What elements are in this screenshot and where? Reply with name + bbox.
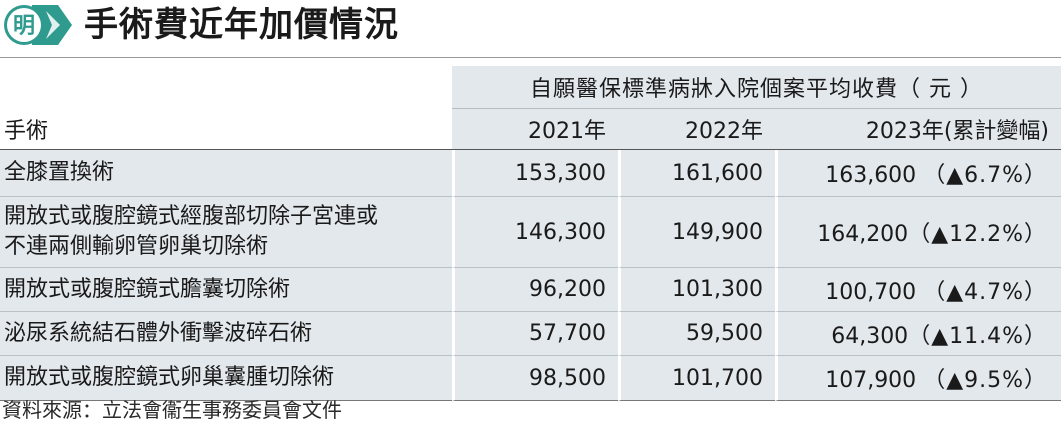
surgery-name: 開放式或腹腔鏡式卵巢囊腫切除術 (0, 356, 452, 401)
cost-2023-value: 64,300 (831, 323, 909, 349)
cost-2023-value: 164,200 (817, 222, 909, 247)
cost-change: （▲9.5%） (923, 368, 1047, 393)
col-header-2021: 2021年 (452, 109, 618, 150)
ming-pao-logo: 明 (2, 3, 74, 47)
cost-2023: 64,300（▲11.4%） (775, 312, 1061, 356)
surgery-name: 開放式或腹腔鏡式膽囊切除術 (0, 268, 452, 312)
surgery-name: 全膝置換術 (0, 150, 452, 197)
cost-2023: 100,700 （▲4.7%） (775, 268, 1061, 312)
cost-2023-value: 107,900 (825, 368, 917, 393)
cost-2023: 163,600 （▲6.7%） (775, 150, 1061, 197)
page-title: 手術費近年加價情況 (84, 5, 399, 45)
cost-2023-value: 163,600 (825, 163, 917, 188)
logo-char: 明 (13, 14, 35, 39)
cost-2021: 153,300 (452, 150, 618, 197)
cost-2023: 107,900 （▲9.5%） (775, 356, 1061, 401)
header: 明 手術費近年加價情況 (0, 0, 1061, 52)
group-header-row: 自願醫保標準病牀入院個案平均收費（ 元 ） (0, 66, 1061, 109)
price-table: 自願醫保標準病牀入院個案平均收費（ 元 ） 手術 2021年 2022年 202… (0, 66, 1061, 401)
cost-2022: 161,600 (618, 150, 775, 197)
surgery-name: 泌尿系統結石體外衝擊波碎石術 (0, 312, 452, 356)
surgery-name: 開放式或腹腔鏡式經腹部切除子宮連或 不連兩側輸卵管卵巢切除術 (0, 197, 452, 268)
cost-2022: 101,700 (618, 356, 775, 401)
cost-2022: 101,300 (618, 268, 775, 312)
top-divider (0, 57, 1061, 58)
table-row: 開放式或腹腔鏡式經腹部切除子宮連或 不連兩側輸卵管卵巢切除術 146,300 1… (0, 197, 1061, 268)
table-row: 開放式或腹腔鏡式膽囊切除術 96,200 101,300 100,700 （▲4… (0, 268, 1061, 312)
cost-change: （▲11.4%） (908, 323, 1047, 349)
table-row: 泌尿系統結石體外衝擊波碎石術 57,700 59,500 64,300（▲11.… (0, 312, 1061, 356)
header-spacer (0, 66, 452, 109)
cost-2023: 164,200（▲12.2%） (775, 197, 1061, 268)
surgery-name-line2: 不連兩側輸卵管卵巢切除術 (4, 234, 269, 259)
table-row: 全膝置換術 153,300 161,600 163,600 （▲6.7%） (0, 150, 1061, 197)
cost-2022: 59,500 (618, 312, 775, 356)
cost-2022: 149,900 (618, 197, 775, 268)
col-header-2023: 2023年(累計變幅) (775, 109, 1061, 150)
cost-2021: 146,300 (452, 197, 618, 268)
cost-2021: 57,700 (452, 312, 618, 356)
surgery-name-line1: 開放式或腹腔鏡式經腹部切除子宮連或 (4, 204, 379, 229)
table-row: 開放式或腹腔鏡式卵巢囊腫切除術 98,500 101,700 107,900 （… (0, 356, 1061, 401)
col-header-2022: 2022年 (618, 109, 775, 150)
cost-2023-value: 100,700 (825, 279, 917, 305)
cost-change: （▲6.7%） (923, 163, 1047, 188)
cost-2021: 98,500 (452, 356, 618, 401)
cost-change: （▲12.2%） (908, 222, 1047, 247)
cost-change: （▲4.7%） (923, 279, 1047, 305)
source-note: 資料來源：立法會衞生事務委員會文件 (2, 398, 342, 422)
col-header-surgery: 手術 (0, 109, 452, 150)
cost-2021: 96,200 (452, 268, 618, 312)
group-header: 自願醫保標準病牀入院個案平均收費（ 元 ） (452, 66, 1061, 109)
column-header-row: 手術 2021年 2022年 2023年(累計變幅) (0, 109, 1061, 150)
